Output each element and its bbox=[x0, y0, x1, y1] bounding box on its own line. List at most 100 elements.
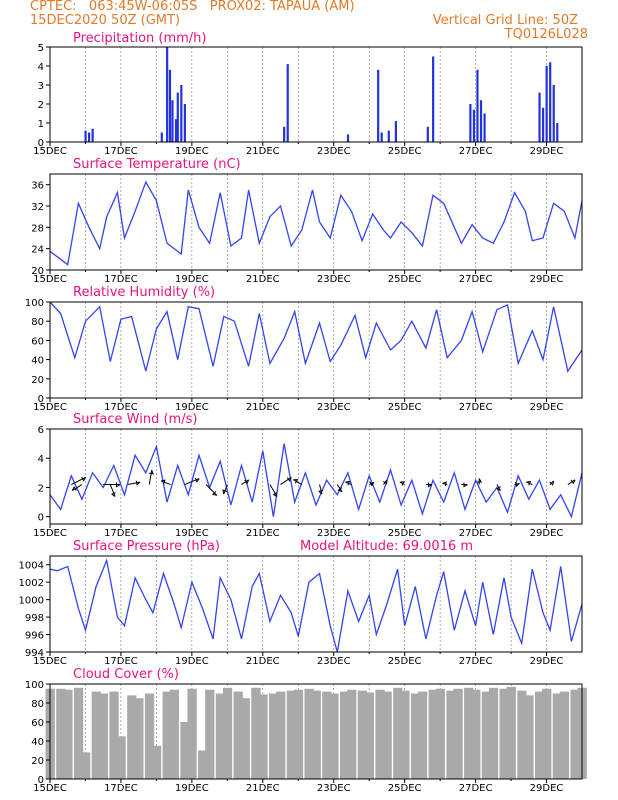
cloud-cover-bar bbox=[435, 688, 445, 779]
precip-bar bbox=[556, 123, 559, 142]
chart-panel-2: 20 24 28 32 36 15DEC 17DEC 19DEC 21DEC 23DEC 25DEC… bbox=[31, 157, 583, 285]
x-tick-label: 17DEC bbox=[104, 783, 138, 794]
x-tick-label: 25DEC bbox=[388, 146, 422, 157]
chart-panel-6: 0 20 40 60 80 100 15DEC 17DEC 19DEC 21DEC 23DEC 25D… bbox=[25, 667, 587, 794]
y-tick-label: 0 bbox=[38, 513, 44, 524]
cloud-cover-bar bbox=[293, 689, 304, 779]
x-tick-label: 25DEC bbox=[388, 656, 422, 667]
y-tick-label: 3 bbox=[38, 81, 44, 92]
cloud-cover-bar bbox=[382, 691, 392, 779]
wind-vector bbox=[72, 484, 83, 491]
cloud-cover-bar bbox=[499, 688, 509, 779]
precip-bar bbox=[160, 132, 163, 142]
y-tick-label: 80 bbox=[31, 699, 44, 710]
wind-vector bbox=[148, 470, 153, 485]
y-tick-label: 40 bbox=[31, 356, 44, 367]
cloud-cover-bar bbox=[339, 691, 350, 779]
y-tick-label: 0 bbox=[38, 138, 44, 149]
wind-vector-head bbox=[110, 492, 116, 497]
panel-title: Surface Wind (m/s) bbox=[73, 412, 197, 427]
cloud-cover-bar bbox=[481, 691, 492, 779]
cloud-cover-bar bbox=[393, 687, 403, 779]
precip-bar bbox=[171, 100, 174, 142]
wind-vector-head bbox=[71, 485, 77, 491]
cloud-cover-bar bbox=[506, 686, 516, 779]
x-tick-label: 17DEC bbox=[104, 402, 138, 413]
cloud-cover-bar bbox=[375, 689, 385, 779]
wind-vector-head bbox=[286, 477, 292, 482]
x-tick-label: 27DEC bbox=[459, 402, 493, 413]
y-tick-label: 20 bbox=[31, 375, 44, 386]
x-tick-label: 23DEC bbox=[317, 783, 351, 794]
x-tick-label: 21DEC bbox=[246, 656, 280, 667]
cloud-cover-bar bbox=[198, 750, 208, 779]
x-tick-label: 21DEC bbox=[246, 528, 280, 539]
wind-vector-head bbox=[116, 482, 121, 488]
wind-vector-head bbox=[244, 479, 250, 485]
cloud-cover-bar bbox=[286, 690, 297, 779]
plot-frame bbox=[49, 46, 583, 143]
y-tick-label: 4 bbox=[38, 454, 44, 465]
cloud-cover-bar bbox=[570, 689, 580, 779]
header-date: 15DEC2020 50Z (GMT) bbox=[30, 13, 181, 28]
x-tick-label: 23DEC bbox=[317, 274, 351, 285]
precip-bar bbox=[168, 69, 172, 142]
cloud-cover-bar bbox=[524, 695, 534, 779]
precip-bar bbox=[545, 66, 548, 142]
cloud-cover-bar bbox=[347, 689, 357, 779]
y-tick-label: 2 bbox=[38, 100, 44, 111]
precip-bar bbox=[286, 64, 289, 142]
x-tick-label: 25DEC bbox=[388, 528, 422, 539]
x-tick-label: 27DEC bbox=[459, 146, 493, 157]
cloud-cover-bar bbox=[251, 687, 261, 779]
wind-vector bbox=[241, 479, 249, 485]
cloud-cover-bar bbox=[109, 691, 119, 779]
x-tick-label: 17DEC bbox=[104, 146, 138, 157]
cloud-cover-bar bbox=[311, 690, 321, 779]
x-tick-label: 15DEC bbox=[33, 783, 67, 794]
precip-bar bbox=[472, 109, 476, 142]
wind-vector bbox=[184, 478, 200, 485]
precip-bar bbox=[183, 104, 186, 142]
precip-bar bbox=[176, 92, 179, 142]
wind-vector-head bbox=[526, 480, 532, 486]
x-tick-label: 29DEC bbox=[530, 528, 564, 539]
cloud-cover-bar bbox=[304, 688, 314, 779]
y-tick-label: 4 bbox=[38, 62, 44, 73]
x-tick-label: 19DEC bbox=[175, 656, 209, 667]
y-tick-label: 994 bbox=[25, 648, 44, 659]
x-tick-label: 21DEC bbox=[246, 402, 280, 413]
cloud-cover-bar bbox=[453, 688, 463, 779]
x-tick-label: 25DEC bbox=[388, 402, 422, 413]
cloud-cover-bar bbox=[552, 693, 563, 779]
panel-title: Precipitation (mm/h) bbox=[73, 31, 206, 46]
y-tick-label: 1004 bbox=[19, 561, 44, 572]
cloud-cover-bar bbox=[56, 688, 66, 779]
cloud-cover-bar bbox=[446, 690, 456, 779]
precip-bar bbox=[88, 132, 91, 142]
precip-bar bbox=[380, 132, 383, 142]
panel-title: Cloud Cover (%) bbox=[73, 667, 179, 682]
precip-bar bbox=[476, 69, 479, 142]
wind-vector-head bbox=[222, 489, 228, 495]
x-tick-label: 29DEC bbox=[530, 146, 564, 157]
cloud-cover-bar bbox=[134, 698, 144, 779]
y-tick-label: 32 bbox=[31, 202, 44, 213]
wind-vector bbox=[336, 484, 343, 493]
wind-vector-head bbox=[318, 489, 324, 495]
x-tick-label: 15DEC bbox=[33, 402, 67, 413]
cloud-cover-bar bbox=[215, 693, 226, 779]
cloud-cover-bar bbox=[517, 690, 527, 779]
wind-vector-head bbox=[337, 487, 343, 493]
cloud-cover-bar bbox=[81, 752, 91, 779]
y-tick-label: 60 bbox=[31, 336, 44, 347]
wind-vector bbox=[127, 481, 141, 486]
x-tick-label: 19DEC bbox=[175, 274, 209, 285]
x-tick-label: 25DEC bbox=[388, 783, 422, 794]
wind-vector-head bbox=[293, 479, 299, 484]
chart-panel-4: 0 2 4 6 15DEC 17DEC 19DEC 21DEC 23DEC 25DEC 27DEC 2… bbox=[33, 412, 583, 539]
y-tick-label: 2 bbox=[38, 483, 44, 494]
wind-vector-head bbox=[477, 478, 483, 483]
x-tick-label: 23DEC bbox=[317, 146, 351, 157]
cloud-cover-bar bbox=[233, 691, 243, 779]
